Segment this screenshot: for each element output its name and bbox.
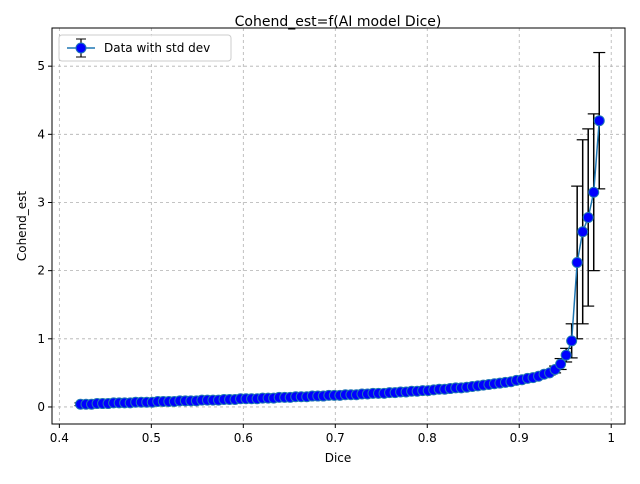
x-tick-label: 0.8 <box>418 431 437 445</box>
data-point <box>555 358 567 370</box>
x-tick-label: 0.9 <box>510 431 529 445</box>
x-tick-label: 0.4 <box>50 431 69 445</box>
y-tick-label: 1 <box>37 332 45 346</box>
data-point <box>593 115 605 127</box>
data-point <box>577 226 589 238</box>
data-point <box>560 349 572 361</box>
x-axis-label: Dice <box>325 451 352 465</box>
y-tick-label: 0 <box>37 400 45 414</box>
legend-marker <box>75 42 87 54</box>
data-point <box>571 256 583 268</box>
data-point <box>582 211 594 223</box>
data-point <box>588 186 600 198</box>
y-tick-label: 5 <box>37 59 45 73</box>
y-axis-label: Cohend_est <box>15 191 29 262</box>
y-tick-label: 2 <box>37 264 45 278</box>
legend-box <box>58 34 232 62</box>
x-tick-label: 0.7 <box>326 431 345 445</box>
plot-frame <box>51 27 626 425</box>
chart-title: Cohend_est=f(AI model Dice) <box>235 14 442 30</box>
data-point <box>566 335 578 347</box>
legend-label: Data with std dev <box>104 41 210 55</box>
y-tick-label: 4 <box>37 127 45 141</box>
x-tick-label: 0.6 <box>234 431 253 445</box>
y-tick-label: 3 <box>37 195 45 209</box>
x-tick-label: 0.5 <box>142 431 161 445</box>
x-tick-label: 1 <box>607 431 615 445</box>
